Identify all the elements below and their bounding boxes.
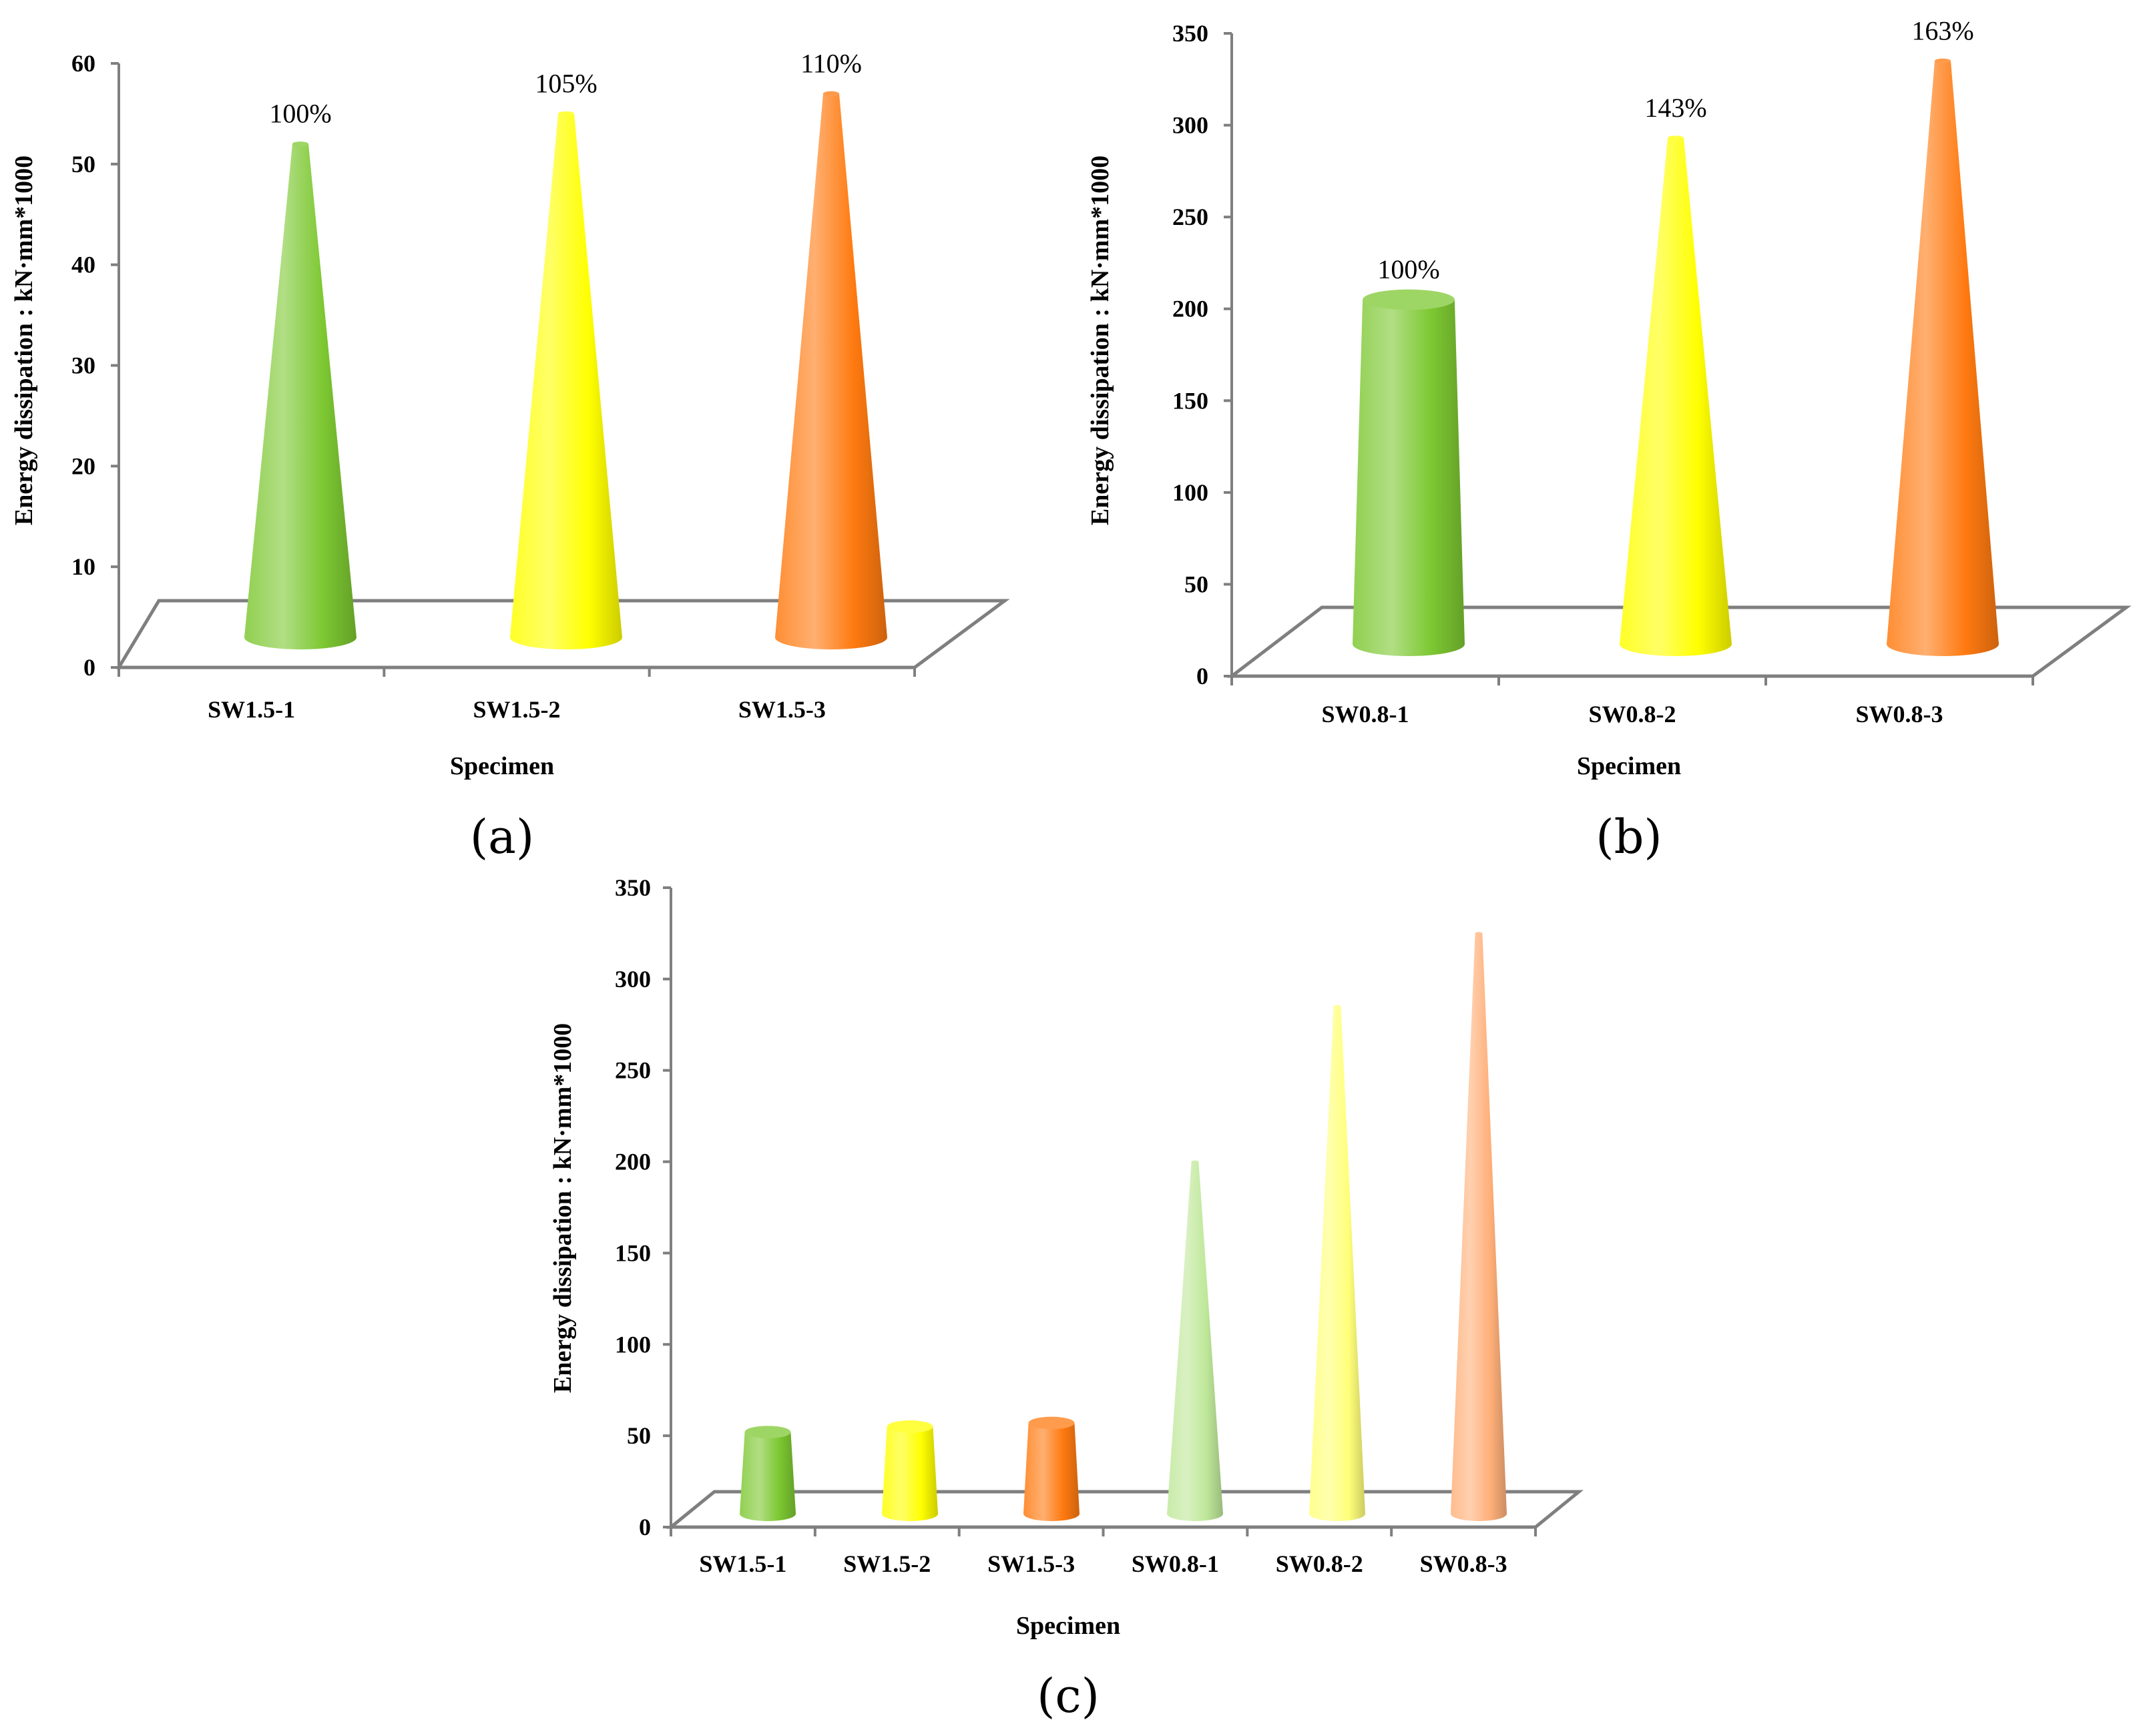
cone-bar-SW0.8-3 <box>1451 932 1507 1521</box>
cone-top <box>1668 135 1684 141</box>
y-tick-label: 200 <box>1172 296 1208 322</box>
y-tick-label: 50 <box>627 1422 651 1449</box>
y-tick-label: 150 <box>615 1239 651 1266</box>
y-tick-label: 10 <box>71 553 95 580</box>
y-tick-label: 0 <box>83 654 95 681</box>
cone-body <box>1620 137 1732 657</box>
y-tick-label: 150 <box>1172 387 1208 414</box>
plot-area: 0 50 100 150 200 250 300 350 SW1.5-1 SW1.5-2 SW1.5… <box>615 874 1584 1577</box>
data-label: 105% <box>535 68 597 98</box>
cone-bar-SW0.8-3 <box>1887 58 1999 657</box>
cone-bar-SW1.5-3 <box>775 91 887 649</box>
x-tick-label: SW0.8-1 <box>1321 701 1409 728</box>
cone-body <box>1353 299 1465 656</box>
cone-body <box>740 1432 796 1521</box>
cone-body <box>1887 61 1999 657</box>
x-tick-label: SW1.5-1 <box>699 1550 786 1577</box>
cone-body <box>1451 933 1507 1521</box>
x-tick-label: SW0.8-3 <box>1855 701 1943 728</box>
cone-top <box>823 91 839 96</box>
cone-top <box>1028 1416 1075 1430</box>
plot-area: 0 50 100 150 200 250 300 350 SW0.8-1 SW0.8-2 SW0.8… <box>1172 15 2132 728</box>
y-axis-title: Energy dissipation : kN·mm*1000 <box>549 1023 577 1393</box>
data-label: 100% <box>1377 254 1439 284</box>
y-tick-label: 300 <box>615 966 651 992</box>
cone-top <box>1935 58 1951 63</box>
x-tick-label: SW1.5-3 <box>987 1550 1075 1577</box>
y-tick-label: 250 <box>615 1057 651 1084</box>
cone-top <box>1475 932 1483 935</box>
cone-bar-SW0.8-1 <box>1167 1160 1223 1521</box>
x-axis-title: Specimen <box>450 752 554 780</box>
y-tick-label: 200 <box>615 1149 651 1175</box>
data-label: 163% <box>1911 15 1973 45</box>
y-tick-label: 250 <box>1172 204 1208 230</box>
x-tick-label: SW0.8-2 <box>1588 701 1676 728</box>
y-tick-label: 40 <box>71 252 95 278</box>
cone-body <box>775 93 887 649</box>
cone-top <box>1333 1004 1341 1008</box>
cone-bar-SW0.8-2 <box>1620 135 1732 657</box>
x-axis-title: Specimen <box>1016 1612 1120 1640</box>
chart-floor <box>666 1490 1584 1529</box>
y-tick-label: 0 <box>1196 663 1208 689</box>
x-tick-label: SW1.5-2 <box>843 1550 931 1577</box>
cone-body <box>1023 1422 1080 1521</box>
y-tick-label: 50 <box>1184 571 1208 597</box>
y-tick-label: 350 <box>615 874 651 901</box>
x-tick-label: SW0.8-2 <box>1276 1550 1363 1577</box>
data-label: 143% <box>1644 93 1706 123</box>
cone-body <box>510 113 622 649</box>
y-tick-label: 20 <box>71 453 95 479</box>
cone-top <box>887 1420 933 1433</box>
cone-bar-SW1.5-2 <box>882 1420 938 1521</box>
panel-label: (a) <box>470 810 534 864</box>
x-tick-label: SW1.5-3 <box>738 696 826 723</box>
panel-label: (c) <box>1037 1669 1100 1723</box>
y-tick-label: 300 <box>1172 112 1208 139</box>
cone-bar-SW0.8-1 <box>1353 289 1465 656</box>
cone-top <box>292 141 308 147</box>
chart-panel-c: Energy dissipation : kN·mm*1000 Specimen… <box>549 874 1584 1723</box>
y-tick-label: 50 <box>71 151 95 178</box>
cone-body <box>1167 1161 1223 1521</box>
plot-area: 0 10 20 30 40 50 60 SW1.5-1 SW1.5-2 SW1.5-3 100% 10… <box>71 48 1010 723</box>
y-axis-title: Energy dissipation : kN·mm*1000 <box>1086 156 1114 525</box>
cone-bar-SW1.5-1 <box>244 141 357 649</box>
data-label: 100% <box>269 99 331 129</box>
data-label: 110% <box>800 48 862 78</box>
y-axis-title: Energy dissipation : kN·mm*1000 <box>10 156 38 525</box>
x-tick-label: SW1.5-2 <box>473 696 560 723</box>
cone-bar-SW1.5-1 <box>740 1426 796 1521</box>
cone-top <box>1363 289 1455 310</box>
cone-bar-SW1.5-2 <box>510 111 622 649</box>
cone-bar-SW0.8-2 <box>1309 1004 1365 1521</box>
cone-top <box>558 111 574 117</box>
x-tick-label: SW0.8-3 <box>1420 1550 1507 1577</box>
cone-body <box>1309 1006 1365 1521</box>
y-tick-label: 30 <box>71 352 95 379</box>
y-tick-label: 60 <box>71 50 95 77</box>
y-tick-label: 100 <box>615 1331 651 1358</box>
chart-panel-b: Energy dissipation : kN·mm*1000 Specimen… <box>1086 15 2132 864</box>
cone-bar-SW1.5-3 <box>1023 1416 1080 1521</box>
y-tick-label: 0 <box>639 1514 651 1540</box>
y-tick-label: 100 <box>1172 479 1208 506</box>
y-tick-label: 350 <box>1172 20 1208 47</box>
chart-panel-a: Energy dissipation : kN·mm*1000 Specimen… <box>10 48 1010 864</box>
cone-body <box>882 1426 938 1521</box>
x-tick-label: SW1.5-1 <box>208 696 295 723</box>
x-axis-title: Specimen <box>1577 752 1681 780</box>
panel-label: (b) <box>1596 810 1662 864</box>
x-tick-label: SW0.8-1 <box>1132 1550 1219 1577</box>
cone-top <box>744 1426 791 1439</box>
cone-body <box>244 143 357 649</box>
cone-top <box>1191 1160 1199 1163</box>
